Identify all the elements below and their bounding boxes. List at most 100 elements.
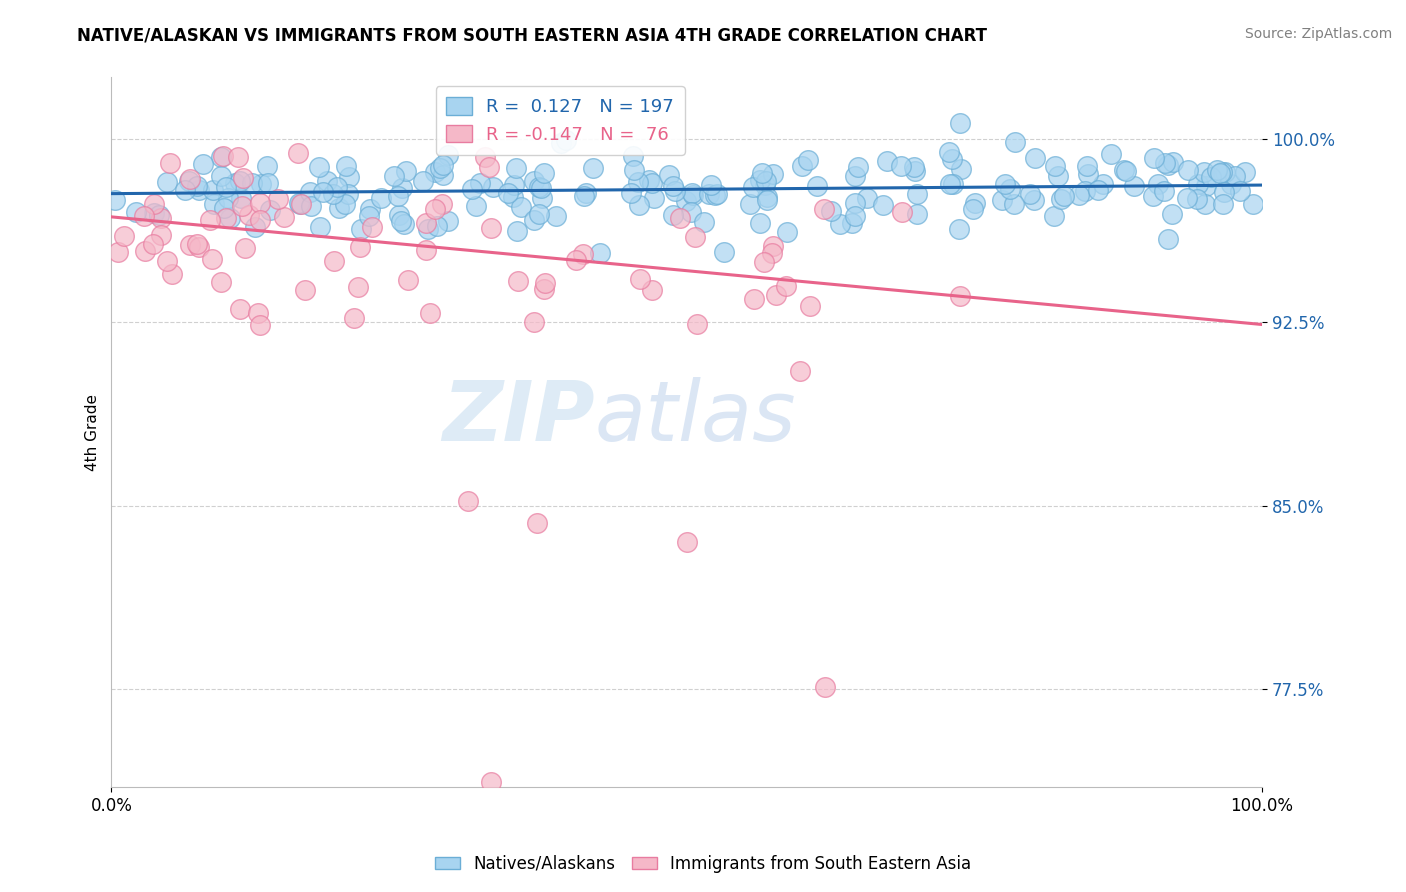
Point bbox=[713, 245, 735, 260]
Point bbox=[1024, 193, 1046, 207]
Point bbox=[669, 211, 692, 226]
Point bbox=[637, 173, 659, 187]
Point bbox=[259, 203, 281, 218]
Text: Source: ZipAtlas.com: Source: ZipAtlas.com bbox=[1244, 27, 1392, 41]
Point bbox=[426, 219, 449, 233]
Point bbox=[288, 197, 311, 211]
Point bbox=[156, 254, 179, 268]
Point bbox=[143, 206, 166, 220]
Point bbox=[343, 310, 366, 325]
Point bbox=[765, 287, 787, 301]
Point bbox=[432, 168, 454, 182]
Point bbox=[903, 160, 925, 174]
Point bbox=[588, 246, 610, 260]
Point bbox=[142, 197, 165, 211]
Point bbox=[752, 255, 775, 269]
Point bbox=[415, 216, 437, 230]
Point bbox=[1161, 154, 1184, 169]
Point bbox=[891, 204, 914, 219]
Point bbox=[641, 176, 664, 190]
Point bbox=[186, 236, 208, 251]
Point bbox=[423, 165, 446, 179]
Point bbox=[294, 283, 316, 297]
Point bbox=[384, 169, 406, 183]
Point bbox=[799, 299, 821, 313]
Point bbox=[1049, 192, 1071, 206]
Point bbox=[1153, 184, 1175, 198]
Point bbox=[523, 315, 546, 329]
Text: NATIVE/ALASKAN VS IMMIGRANTS FROM SOUTH EASTERN ASIA 4TH GRADE CORRELATION CHART: NATIVE/ALASKAN VS IMMIGRANTS FROM SOUTH … bbox=[77, 27, 987, 45]
Point bbox=[201, 252, 224, 266]
Point bbox=[322, 186, 344, 201]
Point bbox=[527, 207, 550, 221]
Point bbox=[359, 202, 381, 217]
Point bbox=[681, 205, 703, 219]
Point bbox=[628, 271, 651, 285]
Point bbox=[457, 493, 479, 508]
Point bbox=[1123, 179, 1146, 194]
Point bbox=[437, 148, 460, 162]
Y-axis label: 4th Grade: 4th Grade bbox=[86, 393, 100, 471]
Point bbox=[1143, 151, 1166, 165]
Point bbox=[479, 775, 502, 789]
Point bbox=[191, 156, 214, 170]
Point bbox=[1175, 191, 1198, 205]
Point bbox=[179, 174, 201, 188]
Point bbox=[1087, 183, 1109, 197]
Point bbox=[1154, 156, 1177, 170]
Point bbox=[993, 177, 1015, 191]
Point bbox=[620, 186, 643, 201]
Point bbox=[675, 194, 697, 209]
Point bbox=[813, 202, 835, 216]
Point bbox=[938, 145, 960, 159]
Point bbox=[686, 317, 709, 331]
Point bbox=[288, 195, 311, 210]
Point bbox=[814, 680, 837, 694]
Point bbox=[212, 201, 235, 215]
Point bbox=[546, 209, 568, 223]
Point bbox=[308, 160, 330, 174]
Point bbox=[683, 230, 706, 244]
Point bbox=[661, 179, 683, 194]
Point bbox=[755, 190, 778, 204]
Point bbox=[231, 199, 253, 213]
Point bbox=[202, 183, 225, 197]
Point bbox=[217, 191, 239, 205]
Point bbox=[755, 193, 778, 207]
Point bbox=[965, 195, 987, 210]
Point bbox=[328, 201, 350, 215]
Point bbox=[503, 178, 526, 193]
Point bbox=[627, 175, 650, 189]
Point bbox=[335, 159, 357, 173]
Point bbox=[1157, 158, 1180, 172]
Point bbox=[1053, 189, 1076, 203]
Point bbox=[179, 238, 201, 252]
Point bbox=[209, 150, 232, 164]
Point bbox=[1092, 178, 1115, 192]
Point bbox=[662, 208, 685, 222]
Point bbox=[529, 180, 551, 194]
Point bbox=[872, 198, 894, 212]
Point bbox=[623, 163, 645, 178]
Point bbox=[160, 268, 183, 282]
Point bbox=[357, 209, 380, 223]
Point bbox=[876, 153, 898, 168]
Point bbox=[643, 191, 665, 205]
Point bbox=[749, 216, 772, 230]
Point bbox=[423, 202, 446, 217]
Point bbox=[412, 174, 434, 188]
Point bbox=[243, 219, 266, 234]
Point bbox=[150, 227, 173, 242]
Point bbox=[114, 228, 136, 243]
Point bbox=[173, 183, 195, 197]
Point bbox=[949, 289, 972, 303]
Point bbox=[1212, 196, 1234, 211]
Point bbox=[229, 302, 252, 317]
Point bbox=[776, 225, 799, 239]
Point bbox=[1220, 177, 1243, 191]
Point bbox=[574, 189, 596, 203]
Point bbox=[789, 364, 811, 378]
Point bbox=[299, 185, 322, 199]
Point bbox=[755, 174, 778, 188]
Point bbox=[232, 170, 254, 185]
